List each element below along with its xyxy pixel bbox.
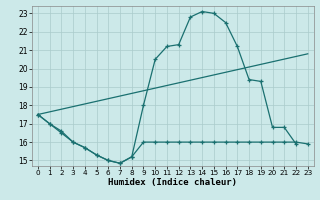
X-axis label: Humidex (Indice chaleur): Humidex (Indice chaleur) — [108, 178, 237, 187]
